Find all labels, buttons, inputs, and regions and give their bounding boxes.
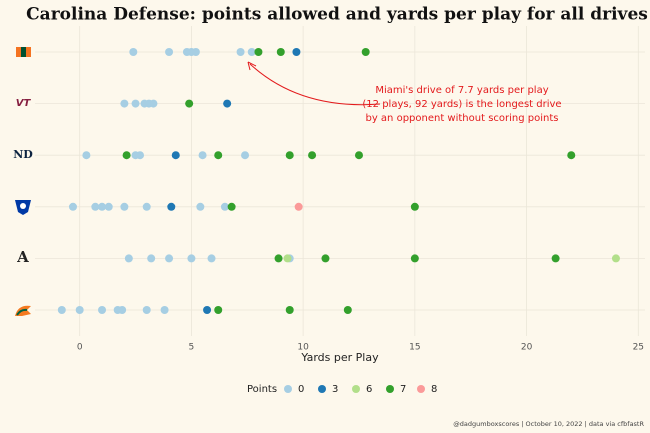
legend-swatch bbox=[318, 385, 326, 393]
point bbox=[283, 254, 292, 263]
logo-nd: ND bbox=[13, 148, 33, 161]
caption: @dadgumboxscores | October 10, 2022 | da… bbox=[453, 420, 644, 428]
point bbox=[149, 99, 158, 108]
point bbox=[254, 48, 263, 56]
point bbox=[236, 48, 245, 56]
point bbox=[185, 99, 194, 108]
x-axis-title: Yards per Play bbox=[300, 351, 379, 364]
point bbox=[167, 202, 176, 211]
point bbox=[308, 151, 317, 160]
svg-text:VT: VT bbox=[16, 98, 32, 109]
point bbox=[292, 48, 301, 56]
point bbox=[129, 48, 138, 56]
logo-gsu bbox=[15, 200, 31, 215]
point bbox=[165, 254, 174, 263]
point bbox=[165, 48, 174, 56]
logo-app: A bbox=[16, 248, 29, 266]
point bbox=[191, 48, 200, 56]
legend-title: Points bbox=[247, 384, 277, 395]
legend-swatch bbox=[417, 385, 425, 393]
x-tick-label: 10 bbox=[297, 343, 309, 353]
point bbox=[142, 306, 151, 314]
point bbox=[91, 202, 100, 211]
point bbox=[98, 202, 107, 211]
x-tick-label: 5 bbox=[189, 343, 195, 353]
annotation-arrowhead bbox=[247, 61, 257, 71]
point bbox=[241, 151, 250, 160]
point bbox=[410, 202, 419, 211]
legend-label: 6 bbox=[366, 384, 372, 395]
point bbox=[122, 151, 131, 160]
point bbox=[410, 254, 419, 263]
x-tick-label: 25 bbox=[633, 343, 644, 353]
point bbox=[227, 202, 236, 211]
point bbox=[131, 99, 140, 108]
point bbox=[187, 254, 196, 263]
point bbox=[214, 306, 223, 314]
legend: 0 3 6 7 8 bbox=[284, 384, 437, 395]
point bbox=[207, 254, 216, 263]
point bbox=[75, 306, 84, 314]
legend-swatch bbox=[386, 385, 394, 393]
logo-famu bbox=[15, 305, 31, 316]
x-tick-label: 15 bbox=[409, 343, 420, 353]
point bbox=[220, 202, 229, 211]
point bbox=[361, 48, 370, 56]
logo-miami bbox=[16, 47, 31, 57]
legend-label: 7 bbox=[400, 384, 406, 395]
logo-vt: VT bbox=[16, 98, 32, 109]
point bbox=[198, 151, 207, 160]
point bbox=[223, 99, 232, 108]
point bbox=[343, 306, 352, 314]
points bbox=[57, 48, 620, 314]
point bbox=[196, 202, 205, 211]
point bbox=[136, 151, 145, 160]
point bbox=[274, 254, 283, 263]
legend-swatch bbox=[284, 385, 292, 393]
point bbox=[203, 306, 212, 314]
point bbox=[124, 254, 133, 263]
point bbox=[120, 99, 129, 108]
annotation-arrow bbox=[249, 63, 381, 106]
point bbox=[247, 48, 256, 56]
point bbox=[294, 202, 303, 211]
legend-label: 0 bbox=[298, 384, 304, 395]
point bbox=[354, 151, 363, 160]
point bbox=[567, 151, 576, 160]
point bbox=[104, 202, 113, 211]
point bbox=[285, 151, 294, 160]
annotation-line: by an opponent without scoring points bbox=[365, 113, 558, 124]
point bbox=[276, 48, 285, 56]
svg-text:A: A bbox=[16, 248, 29, 266]
point bbox=[120, 202, 129, 211]
point bbox=[57, 306, 66, 314]
point bbox=[118, 306, 127, 314]
point bbox=[214, 151, 223, 160]
point bbox=[285, 306, 294, 314]
chart-title: Carolina Defense: points allowed and yar… bbox=[26, 5, 648, 25]
legend-swatch bbox=[352, 385, 360, 393]
x-tick-label: 0 bbox=[77, 343, 83, 353]
team-logos: VT ND A bbox=[13, 47, 33, 316]
legend-label: 8 bbox=[431, 384, 437, 395]
point bbox=[551, 254, 560, 263]
svg-text:ND: ND bbox=[13, 148, 33, 161]
point bbox=[68, 202, 77, 211]
point bbox=[171, 151, 180, 160]
point bbox=[98, 306, 107, 314]
point bbox=[147, 254, 156, 263]
legend-label: 3 bbox=[332, 384, 338, 395]
point bbox=[82, 151, 91, 160]
annotation-line: Miami's drive of 7.7 yards per play bbox=[375, 85, 548, 96]
point bbox=[142, 202, 151, 211]
annotation-line: (12 plays, 92 yards) is the longest driv… bbox=[362, 99, 561, 110]
x-tick-label: 20 bbox=[521, 343, 533, 353]
point bbox=[611, 254, 620, 263]
point bbox=[160, 306, 169, 314]
point bbox=[321, 254, 330, 263]
